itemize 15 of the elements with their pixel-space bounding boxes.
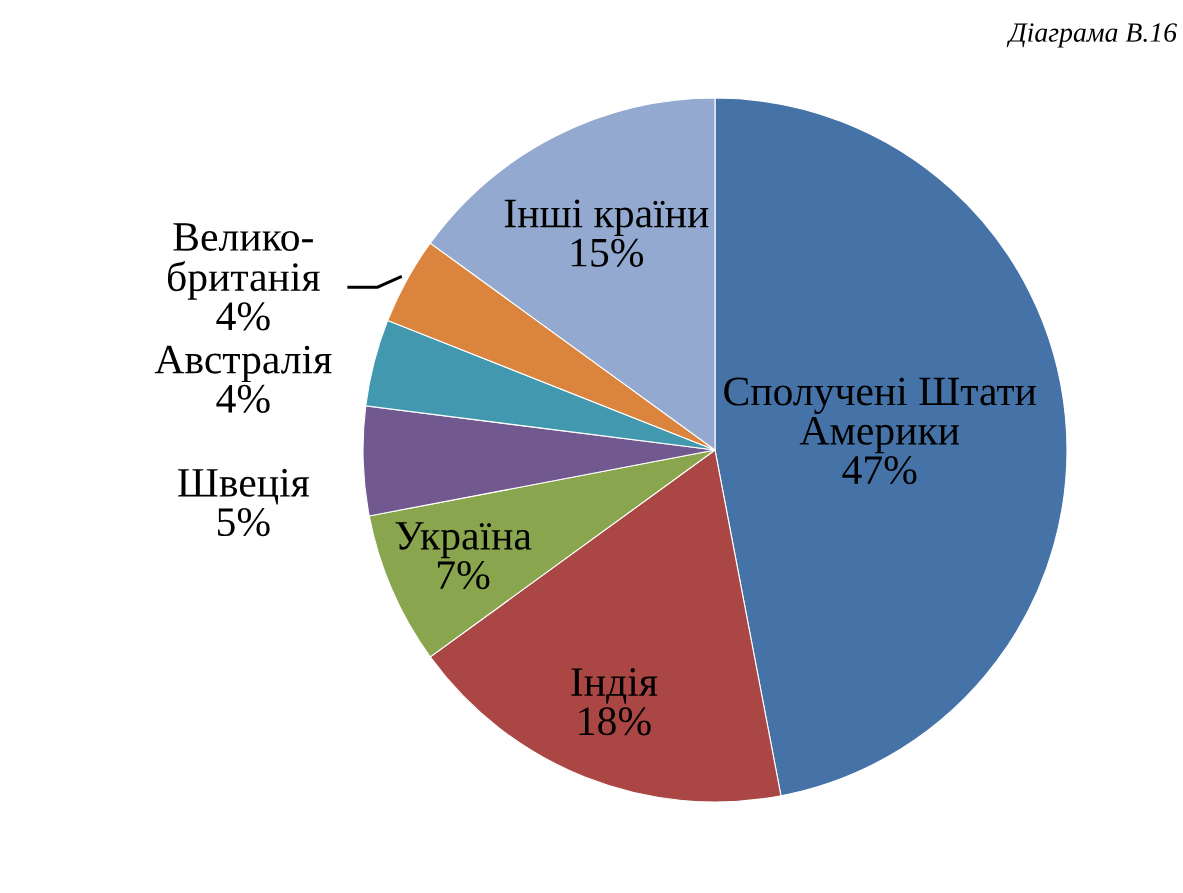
data-label: 5%	[217, 507, 270, 537]
data-label: 4%	[216, 302, 270, 331]
slice-label: Сполучені Штати Америки	[724, 377, 1036, 454]
data-label: 4%	[216, 384, 270, 413]
slice-label: Австралія	[154, 345, 332, 383]
slice-label: Велико- британія	[167, 223, 320, 300]
data-label: 47%	[842, 455, 917, 485]
slice-label: Інші країни	[504, 199, 709, 237]
data-label: 7%	[438, 560, 490, 590]
slice-label: Україна	[395, 522, 532, 559]
data-label: 18%	[579, 707, 651, 736]
slice-label: Швеція	[178, 468, 310, 505]
slice-label: Індія	[571, 668, 658, 704]
data-label: 15%	[571, 238, 644, 267]
chart-title: Діаграма В.16	[1006, 23, 1177, 48]
